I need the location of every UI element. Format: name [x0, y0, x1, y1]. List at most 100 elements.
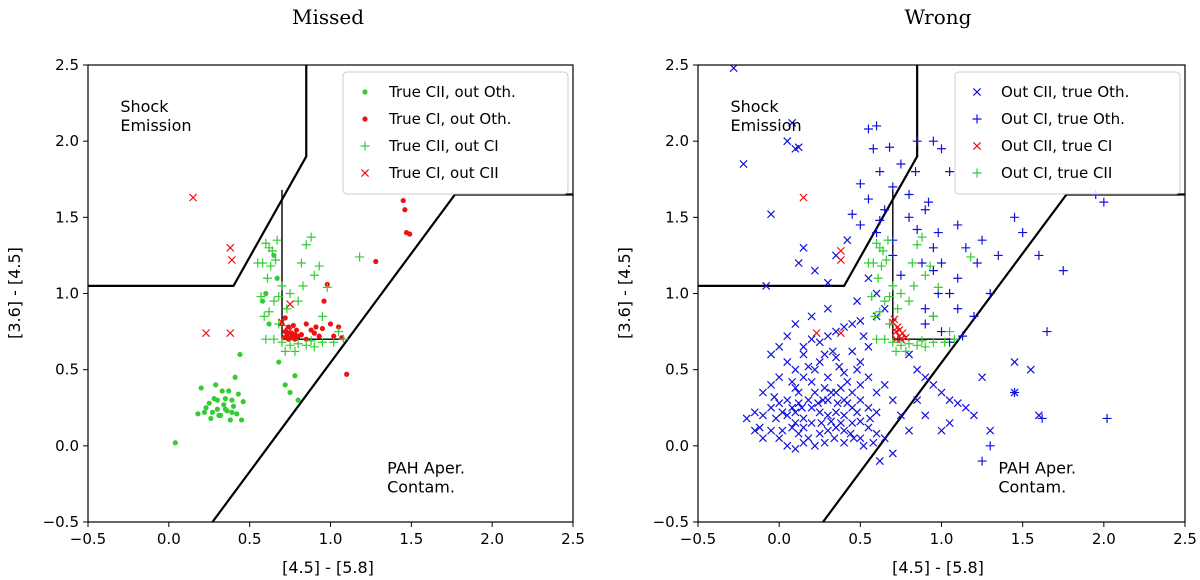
wrong-data-point: [820, 383, 829, 392]
wrong-data-point: [823, 278, 832, 287]
missed-data-point: [338, 334, 348, 344]
wrong-data-point: [823, 332, 832, 341]
missed-data-point: [237, 351, 243, 358]
wrong-data-point: [767, 210, 776, 219]
wrong-data-point: [866, 414, 875, 423]
wrong-data-point: [864, 373, 873, 382]
wrong-data-point: [905, 426, 914, 435]
missed-legend-marker: [360, 168, 370, 178]
missed-data-point: [285, 289, 295, 298]
wrong-data-point: [804, 396, 813, 405]
wrong-data-point: [767, 426, 776, 435]
missed-pah-contam-label: Contam.: [387, 477, 455, 496]
wrong-data-point: [843, 399, 852, 408]
wrong-data-point: [912, 225, 922, 235]
missed-data-point: [301, 340, 311, 350]
missed-data-point: [172, 440, 178, 446]
wrong-data-point: [835, 362, 844, 371]
wrong-data-point: [807, 418, 816, 428]
wrong-data-point: [807, 335, 816, 344]
wrong-data-point: [812, 329, 821, 338]
wrong-data-point: [846, 429, 855, 438]
wrong-legend-label: Out CII, true CI: [1001, 137, 1112, 155]
missed-data-point: [206, 400, 212, 406]
wrong-data-point: [891, 346, 901, 356]
wrong-data-point: [933, 282, 943, 292]
wrong-data-point: [1010, 212, 1020, 222]
missed-data-point: [314, 261, 324, 271]
wrong-data-point: [783, 396, 792, 405]
wrong-data-point: [843, 236, 852, 245]
wrong-data-point: [831, 388, 841, 397]
wrong-data-point: [742, 414, 751, 423]
missed-data-point: [259, 311, 269, 321]
wrong-data-point: [880, 205, 890, 215]
missed-x-axis-label: [4.5] - [5.8]: [282, 558, 374, 577]
wrong-data-point: [853, 365, 862, 374]
missed-data-point: [322, 282, 332, 292]
missed-data-point: [227, 255, 236, 265]
wrong-data-point: [896, 289, 906, 298]
missed-data-point: [201, 409, 207, 415]
wrong-data-point: [921, 373, 930, 382]
wrong-data-point: [928, 136, 938, 146]
wrong-x-axis-label: [4.5] - [5.8]: [892, 558, 984, 577]
wrong-data-point: [1026, 365, 1035, 374]
wrong-data-point: [836, 329, 845, 338]
wrong-data-point: [872, 408, 881, 417]
wrong-data-point: [729, 65, 738, 73]
missed-legend-label: True CI, out CII: [388, 164, 499, 182]
wrong-data-point: [783, 441, 792, 450]
wrong-data-point: [810, 365, 819, 374]
wrong-data-point: [949, 334, 959, 344]
wrong-data-point: [783, 411, 792, 420]
missed-data-point: [295, 397, 301, 403]
wrong-data-point: [920, 205, 930, 215]
wrong-data-point: [1010, 388, 1020, 398]
wrong-data-point: [917, 258, 927, 268]
wrong-data-point: [880, 434, 889, 443]
missed-data-point: [290, 322, 296, 329]
missed-data-point: [298, 332, 304, 338]
wrong-legend-marker: [972, 114, 982, 124]
wrong-data-point: [920, 304, 930, 314]
wrong-data-point: [880, 304, 889, 313]
wrong-data-point: [1034, 411, 1043, 420]
missed-data-point: [261, 334, 271, 344]
wrong-data-point: [758, 388, 767, 397]
wrong-data-point: [872, 388, 881, 397]
wrong-data-point: [985, 441, 995, 451]
missed-y-tick-label: 1.0: [55, 285, 79, 303]
missed-data-point: [274, 275, 280, 281]
missed-y-tick-label: 2.0: [55, 132, 79, 150]
missed-data-point: [311, 330, 317, 336]
wrong-data-point: [791, 144, 800, 153]
wrong-data-point: [929, 380, 938, 389]
missed-data-point: [189, 193, 198, 202]
wrong-data-point: [885, 142, 895, 152]
wrong-x-tick-label: 2.5: [1173, 530, 1197, 548]
wrong-data-point: [864, 423, 873, 432]
missed-data-point: [234, 411, 240, 417]
missed-data-point: [303, 321, 309, 327]
wrong-data-point: [912, 240, 922, 250]
wrong-y-tick-label: 0.5: [665, 361, 689, 379]
missed-legend-label: True CII, out CI: [388, 137, 499, 155]
missed-data-point: [298, 281, 308, 291]
wrong-data-point: [921, 411, 930, 420]
missed-data-point: [277, 281, 287, 291]
wrong-data-point: [961, 243, 971, 253]
wrong-data-point: [840, 368, 849, 377]
wrong-data-point: [831, 327, 841, 336]
wrong-data-point: [815, 338, 824, 347]
wrong-data-point: [872, 289, 881, 298]
wrong-legend-marker: [972, 87, 982, 97]
wrong-data-point: [885, 319, 895, 329]
missed-data-point: [230, 403, 237, 409]
missed-data-point: [334, 327, 344, 337]
missed-data-point: [269, 334, 279, 344]
wrong-data-point: [814, 399, 823, 408]
wrong-data-point: [869, 438, 878, 447]
wrong-data-point: [945, 418, 954, 428]
